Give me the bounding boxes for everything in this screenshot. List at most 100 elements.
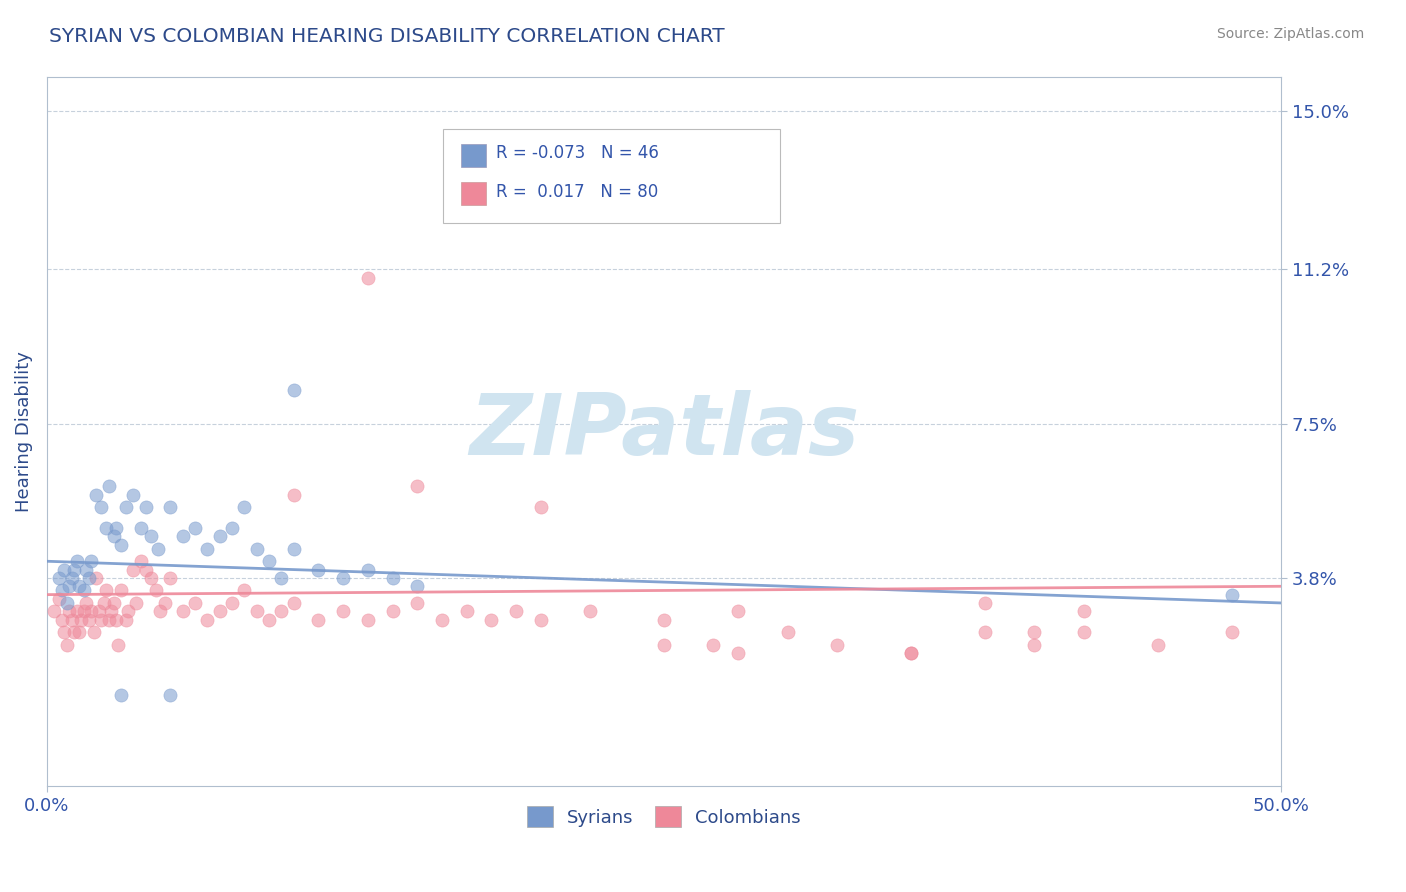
Point <box>110 583 132 598</box>
Text: Source: ZipAtlas.com: Source: ZipAtlas.com <box>1216 27 1364 41</box>
Point <box>530 500 553 514</box>
Point <box>48 591 70 606</box>
Point <box>184 596 207 610</box>
Point <box>63 563 86 577</box>
Legend: Syrians, Colombians: Syrians, Colombians <box>520 799 808 834</box>
Point <box>145 583 167 598</box>
Point <box>579 604 602 618</box>
Point <box>1024 625 1046 640</box>
Point <box>406 596 429 610</box>
Point <box>246 541 269 556</box>
Point <box>90 500 112 514</box>
Point <box>48 571 70 585</box>
Point <box>83 625 105 640</box>
Point <box>208 529 231 543</box>
Point <box>122 487 145 501</box>
Point <box>900 646 922 660</box>
Point <box>97 479 120 493</box>
Point <box>129 521 152 535</box>
Point <box>332 604 354 618</box>
Point <box>283 487 305 501</box>
Point <box>307 613 329 627</box>
Point <box>65 604 87 618</box>
Y-axis label: Hearing Disability: Hearing Disability <box>15 351 32 512</box>
Point <box>530 613 553 627</box>
Point <box>84 571 107 585</box>
Point <box>67 625 90 640</box>
Point <box>332 571 354 585</box>
Point <box>58 604 80 618</box>
Point <box>97 613 120 627</box>
Text: ZIPatlas: ZIPatlas <box>470 391 859 474</box>
Point <box>146 541 169 556</box>
Point <box>381 571 404 585</box>
Point <box>727 604 749 618</box>
Point <box>974 596 997 610</box>
Point <box>60 571 83 585</box>
Point <box>246 604 269 618</box>
Point <box>135 500 157 514</box>
Point <box>51 613 73 627</box>
Point <box>58 579 80 593</box>
Point <box>110 538 132 552</box>
Point <box>110 688 132 702</box>
Point <box>53 625 76 640</box>
Point <box>105 613 128 627</box>
Point <box>70 613 93 627</box>
Point <box>479 613 502 627</box>
Point <box>1146 638 1168 652</box>
Point <box>184 521 207 535</box>
Point <box>84 487 107 501</box>
Point <box>139 529 162 543</box>
Point <box>307 563 329 577</box>
Point <box>456 604 478 618</box>
Point <box>825 638 848 652</box>
Point <box>283 541 305 556</box>
Point <box>233 583 256 598</box>
Point <box>357 270 380 285</box>
Point <box>135 563 157 577</box>
Point <box>100 604 122 618</box>
Point <box>505 604 527 618</box>
Point <box>105 521 128 535</box>
Point <box>357 613 380 627</box>
Point <box>103 596 125 610</box>
Point <box>73 583 96 598</box>
Point <box>67 579 90 593</box>
Point <box>87 604 110 618</box>
Point <box>1220 588 1243 602</box>
Point <box>406 479 429 493</box>
Point <box>44 604 66 618</box>
Point <box>221 596 243 610</box>
Point <box>80 604 103 618</box>
Point <box>652 638 675 652</box>
Point <box>159 500 181 514</box>
Point <box>77 613 100 627</box>
Point <box>270 571 292 585</box>
Point <box>381 604 404 618</box>
Point <box>257 554 280 568</box>
Point <box>1073 604 1095 618</box>
Point <box>77 571 100 585</box>
Point <box>93 596 115 610</box>
Point <box>103 529 125 543</box>
Point <box>155 596 177 610</box>
Point <box>122 563 145 577</box>
Point <box>94 583 117 598</box>
Point <box>94 521 117 535</box>
Point <box>652 613 675 627</box>
Point <box>80 554 103 568</box>
Point <box>195 613 218 627</box>
Point <box>65 554 87 568</box>
Text: R =  0.017   N = 80: R = 0.017 N = 80 <box>496 183 658 201</box>
Point <box>257 613 280 627</box>
Point <box>974 625 997 640</box>
Point <box>107 638 129 652</box>
Point <box>270 604 292 618</box>
Point <box>357 563 380 577</box>
Point <box>149 604 172 618</box>
Point <box>727 646 749 660</box>
Point <box>53 563 76 577</box>
Point <box>75 563 97 577</box>
Point <box>115 500 138 514</box>
